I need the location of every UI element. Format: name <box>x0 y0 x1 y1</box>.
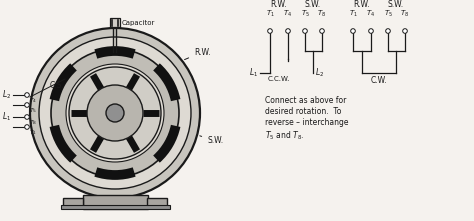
Circle shape <box>386 29 390 33</box>
Text: $T_5$: $T_5$ <box>29 106 37 115</box>
Text: $T_8$: $T_8$ <box>318 9 327 19</box>
Circle shape <box>25 115 29 119</box>
Circle shape <box>319 29 324 33</box>
Text: C.S.: C.S. <box>50 80 65 90</box>
Circle shape <box>303 29 307 33</box>
Text: $T_1$: $T_1$ <box>265 9 274 19</box>
Text: $T_4$: $T_4$ <box>283 9 292 19</box>
Circle shape <box>51 49 179 177</box>
Text: $L_1$: $L_1$ <box>249 67 258 79</box>
Text: C.W.: C.W. <box>371 76 388 85</box>
Text: R.W.: R.W. <box>271 0 287 9</box>
Circle shape <box>25 103 29 107</box>
Text: S.W.: S.W. <box>305 0 321 9</box>
Text: $L_2$: $L_2$ <box>316 67 325 79</box>
Text: $T_1$: $T_1$ <box>29 128 37 137</box>
Text: R.W.: R.W. <box>354 0 370 9</box>
Text: $T_8$: $T_8$ <box>401 9 410 19</box>
Text: desired rotation.  To: desired rotation. To <box>265 107 341 116</box>
Text: $L_1$: $L_1$ <box>2 111 11 123</box>
Text: $T_8$: $T_8$ <box>29 118 37 127</box>
Circle shape <box>286 29 290 33</box>
Text: $T_5$: $T_5$ <box>301 9 310 19</box>
Circle shape <box>369 29 374 33</box>
Circle shape <box>69 67 161 159</box>
Text: $T_4$: $T_4$ <box>366 9 375 19</box>
Text: $T_4$: $T_4$ <box>29 96 37 105</box>
Circle shape <box>403 29 407 33</box>
Bar <box>83 195 148 209</box>
Circle shape <box>268 29 272 33</box>
Circle shape <box>66 64 164 162</box>
Text: $T_5$: $T_5$ <box>383 9 392 19</box>
Circle shape <box>25 125 29 129</box>
Circle shape <box>25 93 29 97</box>
Text: Capacitor: Capacitor <box>122 19 155 25</box>
Bar <box>63 198 83 207</box>
Text: C.C.W.: C.C.W. <box>268 76 290 82</box>
Text: $L_2$: $L_2$ <box>2 89 11 101</box>
Circle shape <box>87 85 143 141</box>
Text: Connect as above for: Connect as above for <box>265 96 346 105</box>
Text: S.W.: S.W. <box>388 0 404 9</box>
Text: $T_1$: $T_1$ <box>348 9 357 19</box>
Text: $T_5$ and $T_8$.: $T_5$ and $T_8$. <box>265 129 304 141</box>
Circle shape <box>106 104 124 122</box>
Circle shape <box>30 28 200 198</box>
Text: S.W.: S.W. <box>200 136 223 145</box>
Text: R.W.: R.W. <box>184 48 210 60</box>
Bar <box>147 198 167 207</box>
Bar <box>110 18 120 27</box>
Bar <box>61 205 170 209</box>
Circle shape <box>351 29 356 33</box>
Circle shape <box>39 37 191 189</box>
Text: reverse – interchange: reverse – interchange <box>265 118 348 127</box>
